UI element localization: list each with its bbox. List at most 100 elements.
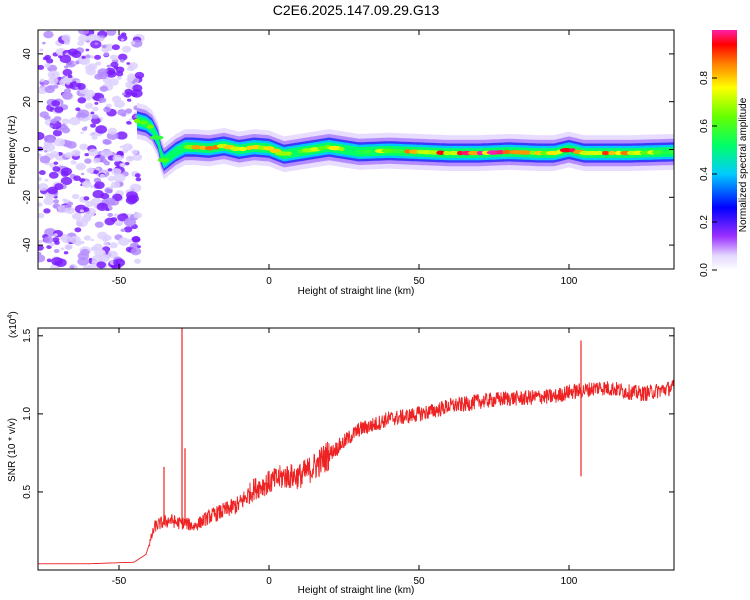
noise-speckle: [106, 70, 117, 78]
noise-speckle: [127, 65, 136, 72]
noise-speckle: [109, 185, 115, 189]
snr-marks: [38, 328, 674, 565]
noise-speckle: [63, 251, 69, 255]
noise-speckle: [84, 158, 92, 164]
ridge-hotspot: [495, 150, 505, 155]
ridge-hotspot: [317, 146, 326, 151]
x-tick-label: -50: [112, 276, 127, 287]
noise-speckle: [129, 183, 142, 193]
x-tick-label: 0: [266, 276, 272, 287]
noise-speckle: [39, 155, 51, 164]
noise-speckle: [135, 177, 142, 182]
noise-speckle: [79, 240, 85, 245]
noise-speckle: [80, 131, 84, 135]
ridge-hotspot: [139, 120, 149, 125]
noise-speckle: [50, 118, 58, 124]
noise-speckle: [69, 235, 81, 244]
noise-speckle: [131, 80, 136, 84]
noise-speckle: [131, 236, 141, 243]
noise-speckle: [99, 85, 109, 92]
noise-speckle: [64, 244, 73, 251]
noise-speckle: [53, 248, 60, 254]
ridge-hotspot: [404, 149, 411, 154]
ridge-hotspot: [608, 150, 617, 156]
ridge-hotspot: [436, 150, 445, 155]
ridge-hotspot: [338, 146, 345, 152]
noise-speckle: [125, 155, 135, 162]
noise-speckle: [112, 193, 123, 202]
noise-speckle: [53, 161, 59, 165]
noise-speckle: [54, 240, 60, 245]
noise-speckle: [128, 118, 133, 121]
noise-speckle: [88, 212, 95, 217]
noise-speckle: [74, 86, 79, 90]
noise-speckle: [60, 247, 65, 251]
noise-speckle: [61, 118, 70, 125]
noise-speckle: [38, 239, 43, 244]
noise-speckle: [90, 123, 96, 128]
noise-speckle: [53, 233, 58, 237]
colorbar-tick-label: 0.8: [699, 71, 710, 85]
noise-speckle: [84, 89, 96, 98]
ridge-hotspot: [448, 150, 460, 156]
x-tick-label: 100: [561, 576, 578, 587]
noise-speckle: [84, 64, 95, 72]
ridge-hotspot: [146, 124, 154, 129]
noise-speckle: [38, 64, 45, 70]
snr-panel: -50 0 50 100 0.5 1.0 1.5 Height of straight l…: [7, 311, 675, 596]
noise-speckle: [58, 55, 63, 59]
noise-speckle: [112, 154, 123, 162]
noise-speckle: [97, 71, 109, 80]
noise-speckle: [119, 162, 125, 167]
ridge-hotspot: [381, 148, 395, 153]
noise-speckle: [116, 150, 124, 156]
noise-speckle: [94, 54, 102, 60]
noise-speckle: [61, 34, 71, 42]
noise-speckle: [39, 48, 44, 52]
noise-speckle: [49, 125, 53, 128]
noise-speckle: [78, 30, 90, 35]
ridge-hotspot: [559, 148, 573, 153]
noise-speckle: [46, 258, 52, 263]
noise-speckle: [95, 125, 108, 134]
noise-speckle: [38, 254, 46, 263]
noise-speckle: [53, 199, 60, 204]
noise-speckle: [50, 151, 60, 158]
noise-speckle: [53, 138, 66, 147]
ridge-hotspot: [667, 149, 674, 155]
noise-speckle: [134, 173, 141, 178]
noise-speckle: [111, 168, 122, 176]
noise-speckle: [91, 260, 98, 265]
noise-speckle: [91, 246, 95, 250]
noise-speckle: [53, 205, 58, 208]
noise-speckle: [126, 62, 131, 65]
noise-speckle: [46, 58, 54, 64]
noise-speckle: [110, 217, 118, 222]
noise-speckle: [40, 78, 45, 82]
noise-speckle: [79, 209, 85, 213]
ridge-hotspot: [467, 150, 480, 156]
noise-speckle: [43, 236, 54, 244]
noise-speckle: [124, 161, 130, 166]
noise-speckle: [89, 132, 95, 137]
noise-speckle: [62, 198, 67, 202]
noise-speckle: [131, 149, 138, 155]
noise-speckle: [80, 248, 90, 256]
colorbar-label: Normalized spectral amplitude: [738, 97, 749, 232]
noise-speckle: [117, 109, 127, 116]
noise-speckle: [71, 212, 82, 220]
noise-speckle: [125, 108, 133, 114]
ridge-hotspot: [238, 146, 247, 152]
noise-speckle: [117, 34, 128, 42]
noise-speckle: [107, 250, 119, 259]
ridge-hotspot: [546, 150, 560, 156]
ridge-hotspot: [275, 151, 290, 156]
ridge-hotspot: [502, 149, 511, 155]
noise-speckle: [102, 237, 109, 242]
noise-speckle: [62, 68, 73, 76]
snr-y-multiplier: (x104): [7, 311, 19, 338]
noise-speckle: [77, 257, 90, 266]
noise-speckle: [43, 80, 50, 85]
noise-speckle: [121, 92, 126, 96]
